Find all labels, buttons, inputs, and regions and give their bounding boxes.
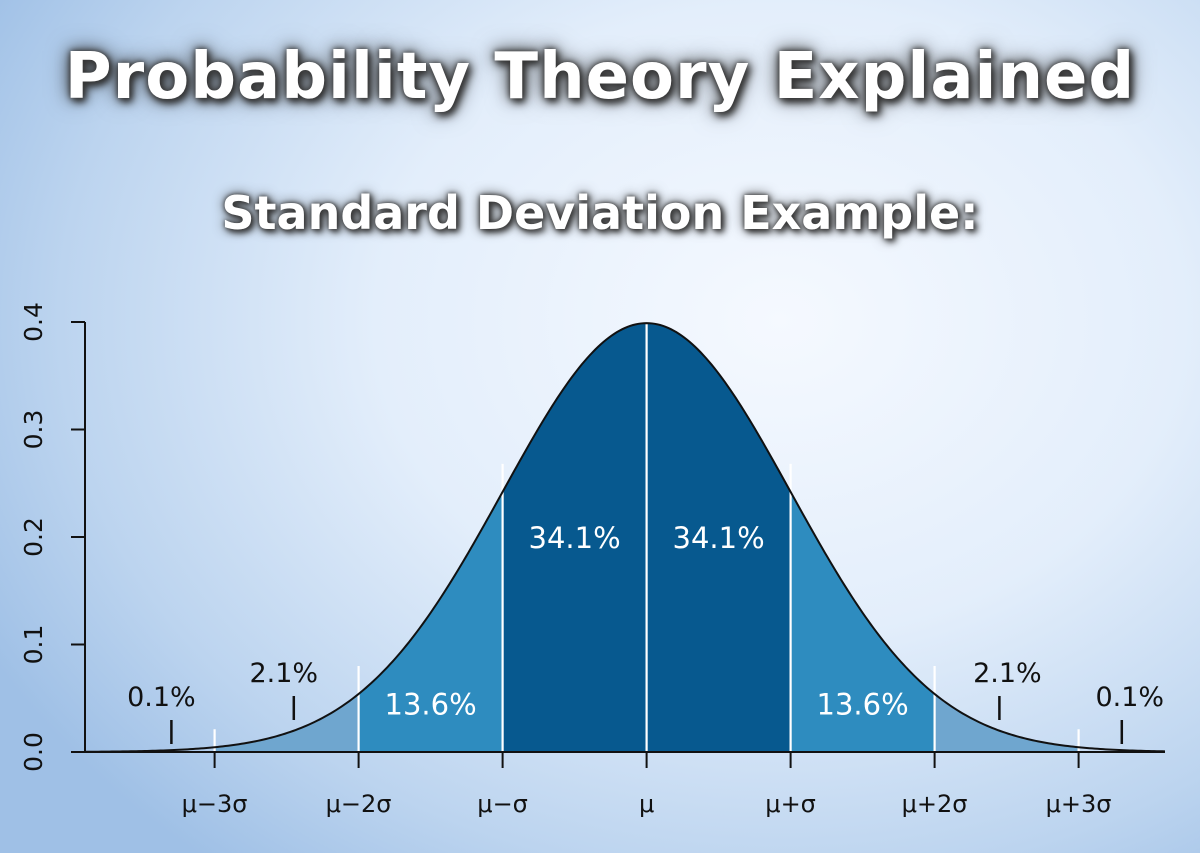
outer-percent-label: 2.1% bbox=[249, 658, 318, 689]
outer-percent-label: 0.1% bbox=[127, 682, 196, 713]
x-tick-label: μ+σ bbox=[765, 790, 816, 818]
y-tick-label: 0.2 bbox=[19, 517, 48, 557]
sigma-region bbox=[646, 323, 791, 752]
sigma-region bbox=[502, 323, 647, 752]
region-percent-label: 13.6% bbox=[385, 687, 477, 721]
x-tick-label: μ−2σ bbox=[326, 790, 392, 818]
tail-region bbox=[934, 693, 1079, 752]
main-title: Probability Theory Explained bbox=[64, 40, 1136, 114]
subtitle: Standard Deviation Example: bbox=[221, 186, 979, 240]
region-percent-label: 13.6% bbox=[817, 687, 909, 721]
density-curve bbox=[84, 322, 1166, 753]
y-tick-label: 0.0 bbox=[19, 732, 48, 772]
y-tick-label: 0.1 bbox=[19, 625, 48, 665]
outer-percent-label: 2.1% bbox=[973, 658, 1042, 689]
outer-percent-label: 0.1% bbox=[1095, 682, 1164, 713]
tail-region bbox=[214, 693, 359, 752]
y-tick-label: 0.3 bbox=[19, 410, 48, 450]
x-tick-label: μ bbox=[639, 790, 654, 818]
y-tick-label: 0.4 bbox=[19, 302, 48, 342]
x-tick-label: μ−σ bbox=[477, 790, 528, 818]
x-tick-label: μ+3σ bbox=[1046, 790, 1112, 818]
region-percent-label: 34.1% bbox=[673, 521, 765, 555]
x-tick-label: μ+2σ bbox=[902, 790, 968, 818]
region-percent-label: 34.1% bbox=[529, 521, 621, 555]
x-tick-label: μ−3σ bbox=[182, 790, 248, 818]
